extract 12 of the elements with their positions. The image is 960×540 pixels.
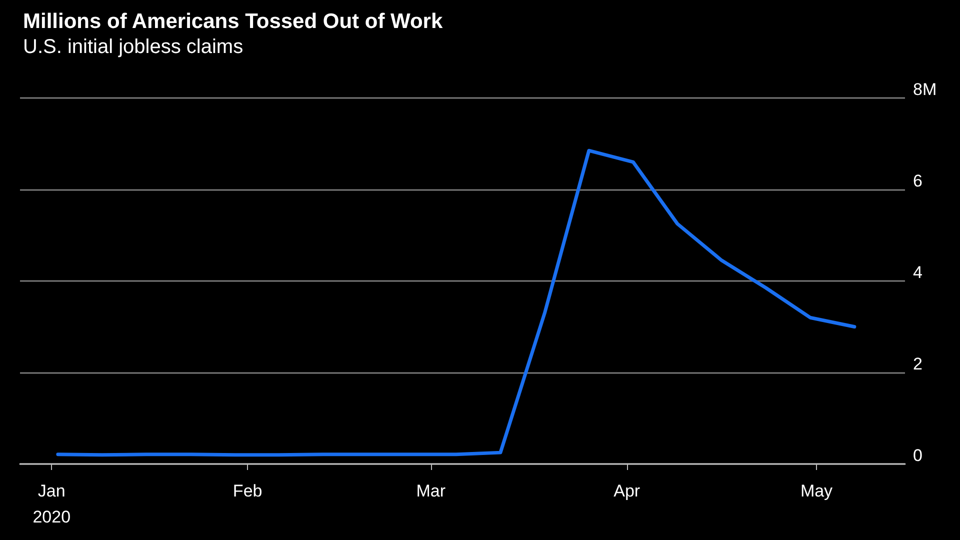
x-tick-label: Apr — [614, 482, 640, 500]
x-tick-label: Mar — [416, 482, 446, 500]
chart-subtitle: U.S. initial jobless claims — [23, 36, 244, 58]
y-tick-label: 0 — [913, 446, 922, 465]
y-tick-label: 2 — [913, 354, 922, 374]
chart-title: Millions of Americans Tossed Out of Work — [23, 10, 443, 33]
x-tick-label: Feb — [232, 482, 262, 500]
y-tick-label: 4 — [913, 263, 922, 282]
y-tick-label: 8M — [913, 80, 937, 99]
x-tick-label: Jan 2020 — [32, 482, 71, 526]
y-tick-label: 6 — [913, 172, 922, 190]
x-tick-label: May — [800, 482, 834, 500]
